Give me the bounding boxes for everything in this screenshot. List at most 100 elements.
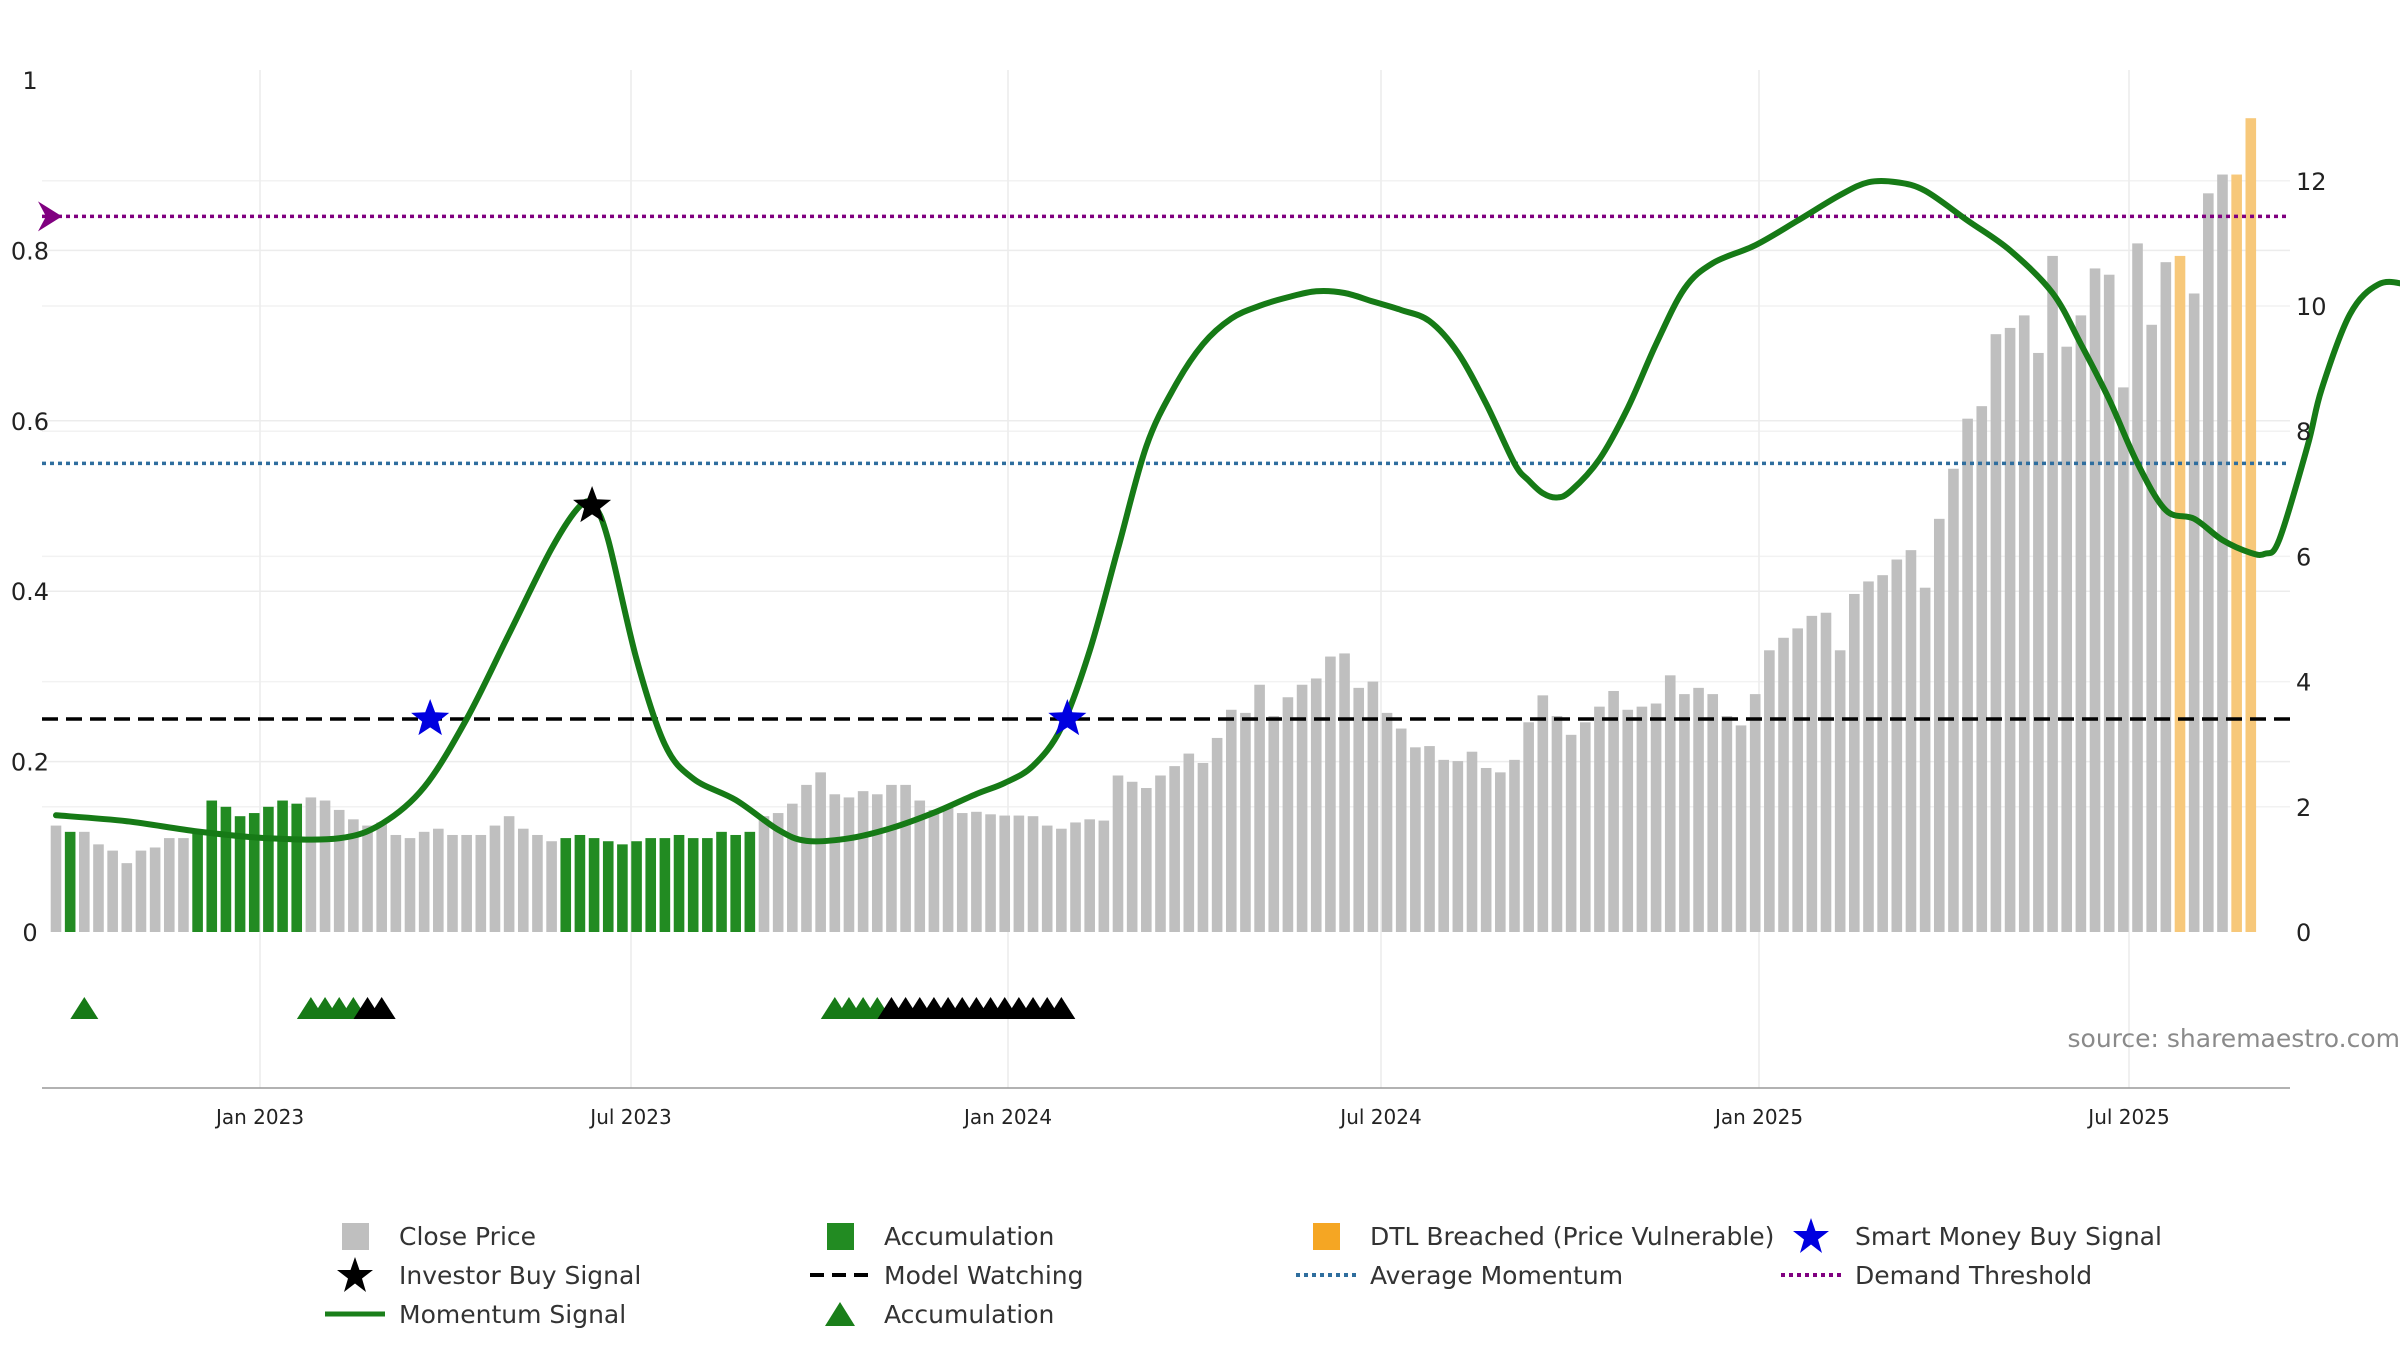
dtl-breached-bar [2231, 174, 2242, 933]
close-price-bar [1268, 716, 1280, 932]
close-price-bar [333, 809, 345, 932]
close-price-bar [1013, 815, 1025, 932]
close-price-bar [1254, 684, 1265, 932]
accumulation-bar [602, 841, 614, 932]
close-price-bar [1424, 746, 1435, 932]
close-price-bar [319, 800, 331, 932]
close-price-bar [1622, 709, 1634, 932]
close-price-bar [1084, 819, 1095, 932]
close-price-bar [801, 784, 812, 932]
close-price-bar [829, 794, 841, 932]
close-price-bar [1905, 550, 1917, 932]
close-price-bar [1056, 828, 1067, 932]
x-axis-tick: Jan 2025 [1713, 1105, 1803, 1129]
close-price-bar [447, 834, 458, 932]
close-price-bar [1141, 788, 1152, 932]
close-price-bar [475, 834, 487, 932]
accumulation-bar [206, 800, 218, 932]
close-price-bar [2217, 174, 2228, 933]
left-axis-tick: 0.8 [11, 237, 49, 265]
close-price-bar [2132, 243, 2143, 932]
close-price-bar [2089, 268, 2101, 932]
accumulation-triangle [70, 997, 99, 1019]
close-price-bar [1523, 722, 1534, 932]
close-price-bar [1438, 759, 1449, 932]
close-price-bar [886, 784, 897, 932]
accumulation-bar [673, 834, 685, 932]
accumulation-bar [277, 800, 288, 932]
close-price-bar [1948, 468, 1959, 932]
accumulation-bar [560, 838, 572, 932]
right-axis-tick: 6 [2296, 543, 2311, 571]
close-price-bar [1919, 587, 1931, 932]
source-label: source: sharemaestro.com [2067, 1024, 2400, 1053]
close-price-bar [1664, 675, 1676, 932]
investor-triangle [1047, 997, 1076, 1019]
close-price-bar [815, 772, 826, 932]
close-price-bar [1509, 759, 1520, 932]
accumulation-bar [730, 834, 741, 932]
close-price-bar [1820, 612, 1832, 932]
close-price-bar [1735, 725, 1747, 932]
close-price-bar [956, 813, 968, 932]
accumulation-bar [248, 813, 260, 932]
close-price-bar [2004, 327, 2016, 932]
close-price-bar [1608, 690, 1619, 932]
right-axis-tick: 2 [2296, 794, 2311, 822]
close-price-bar [1197, 762, 1209, 932]
close-price-bar [985, 814, 996, 932]
accumulation-bar [716, 831, 727, 932]
close-price-bar [2061, 346, 2073, 932]
close-price-bar [1041, 825, 1053, 932]
close-price-bar [461, 834, 472, 932]
close-price-bar [1169, 766, 1180, 932]
close-price-bar [1098, 820, 1110, 932]
close-price-bar [999, 815, 1011, 932]
demand-threshold-marker [38, 201, 62, 232]
close-price-bar [1849, 593, 1860, 932]
close-price-bar [2203, 193, 2214, 932]
close-price-bar [1764, 650, 1775, 932]
smart-money-buy-star [1048, 699, 1087, 736]
left-axis-tick: 0.6 [11, 408, 49, 436]
close-price-bar [1480, 767, 1492, 932]
close-price-bar [1296, 684, 1308, 932]
close-price-bar [1027, 816, 1039, 932]
close-price-bar [1551, 716, 1563, 932]
accumulation-bar [588, 838, 600, 932]
dtl-breached-bar [2245, 118, 2257, 932]
close-price-bar [2018, 315, 2030, 932]
x-axis-tick: Jul 2023 [588, 1105, 671, 1129]
close-price-bar [1877, 575, 1888, 932]
close-price-bar [928, 809, 940, 932]
close-price-bar [900, 784, 911, 932]
close-price-bar [1410, 747, 1421, 932]
accumulation-bar [263, 806, 274, 932]
close-price-bar [1891, 559, 1903, 932]
close-price-bar [1976, 406, 1988, 932]
close-price-bar [1339, 653, 1350, 932]
close-price-bar [2075, 315, 2087, 932]
close-price-bar [79, 831, 90, 932]
close-price-bar [1693, 687, 1704, 932]
close-price-bar [1537, 695, 1549, 932]
accumulation-bar [574, 834, 586, 932]
close-price-bar [2047, 255, 2058, 933]
close-price-bar [857, 791, 869, 932]
close-price-bar [942, 806, 954, 932]
dtl-breached-bar [2174, 255, 2186, 933]
close-price-bar [1962, 418, 1973, 932]
right-axis-tick: 0 [2296, 919, 2311, 947]
close-price-bar [758, 816, 770, 932]
close-price-bar [1636, 706, 1648, 932]
close-price-bar [1112, 775, 1124, 932]
close-price-bar [305, 797, 317, 932]
close-price-bar [2103, 274, 2115, 932]
close-price-bar [362, 825, 373, 932]
close-price-bar [1933, 518, 1945, 932]
accumulation-bar [220, 806, 232, 932]
close-price-bar [1792, 628, 1803, 932]
close-price-bar [1282, 697, 1294, 932]
close-price-bar [1325, 656, 1336, 932]
close-price-bar [532, 834, 543, 932]
